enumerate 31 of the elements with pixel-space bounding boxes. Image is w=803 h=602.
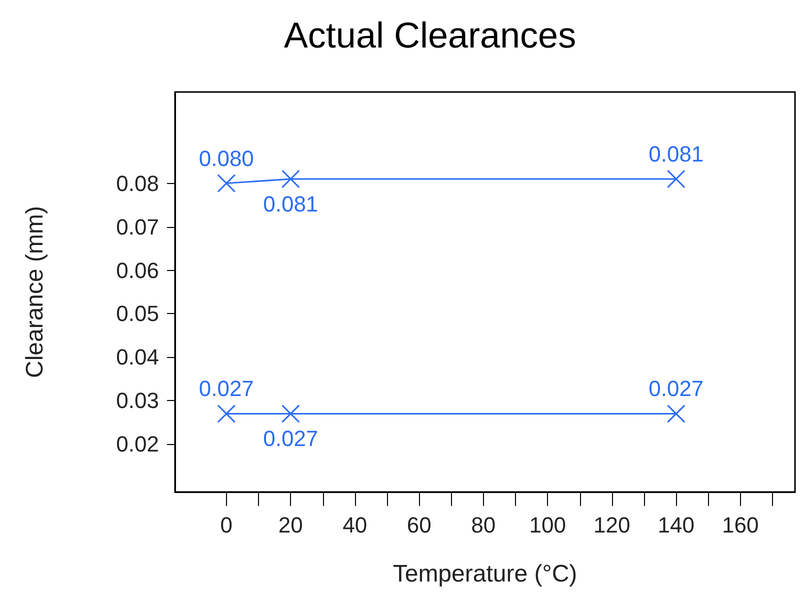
point: [217, 174, 236, 192]
y-tick-label: 0.05: [116, 301, 159, 326]
data-label: 0.027: [648, 376, 704, 402]
point: [282, 404, 300, 423]
point: [667, 170, 686, 188]
x-tick-label: 20: [278, 512, 303, 538]
y-tick-label: 0.07: [116, 214, 159, 240]
point: [282, 170, 300, 188]
x-tick-label: 160: [722, 512, 759, 538]
x-axis-title: Temperature (°C): [392, 560, 578, 588]
data-label: 0.081: [263, 191, 318, 216]
data-label: 0.080: [198, 146, 254, 171]
x-tick-label: 100: [529, 512, 566, 538]
x-tick-label: 60: [406, 512, 432, 538]
y-axis-title: Clearance (mm): [22, 206, 48, 378]
y-tick-label: 0.06: [116, 258, 159, 283]
x-tick-label: 40: [342, 512, 368, 538]
x-tick-label: 0: [220, 512, 233, 538]
chart-title: Actual Clearances: [284, 14, 576, 56]
point: [667, 404, 686, 423]
x-tick-label: 120: [594, 512, 630, 538]
data-label: 0.027: [263, 426, 318, 452]
point: [217, 404, 236, 423]
x-tick-label: 140: [658, 512, 694, 538]
x-tick-label: 80: [471, 512, 496, 538]
y-tick-label: 0.02: [116, 432, 159, 457]
data-label: 0.081: [648, 141, 704, 166]
y-tick-label: 0.03: [116, 388, 159, 414]
y-tick-label: 0.04: [116, 344, 159, 370]
y-tick-label: 0.08: [116, 170, 159, 196]
data-label: 0.027: [198, 376, 254, 402]
